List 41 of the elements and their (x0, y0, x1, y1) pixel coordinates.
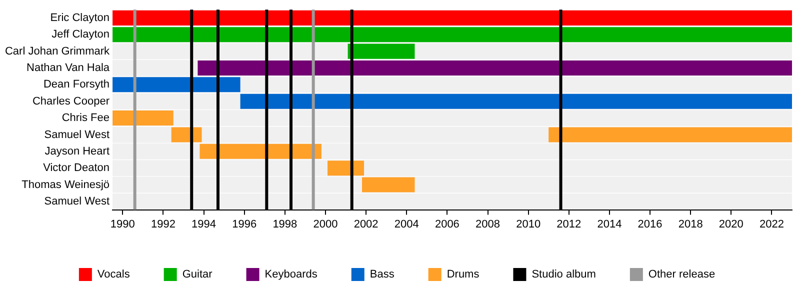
x-tick-label: 2008 (476, 218, 500, 230)
legend-label: Bass (370, 268, 395, 281)
x-tick-label: 1996 (232, 218, 257, 230)
x-tick-label: 2016 (638, 218, 662, 230)
y-tick-label: Thomas Weinesjö (22, 178, 110, 191)
y-tick-label: Samuel West (44, 128, 110, 141)
x-tick-label: 2006 (434, 218, 460, 230)
legend-label: Drums (446, 268, 480, 281)
x-tick-label: 1992 (150, 218, 176, 230)
legend-label: Vocals (97, 268, 130, 281)
y-tick-label: Samuel West (44, 195, 110, 208)
x-tick-label: 2022 (759, 218, 784, 230)
y-tick-label: Jayson Heart (44, 145, 110, 158)
x-tick-label: 2002 (354, 218, 378, 230)
legend-label: Studio album (532, 268, 596, 281)
bar (200, 144, 322, 159)
x-tick-label: 2010 (516, 218, 541, 230)
y-tick-label: Nathan Van Hala (26, 62, 110, 74)
x-tick-label: 1994 (192, 218, 216, 230)
x-tick-label: 2004 (394, 218, 419, 230)
y-tick-label: Carl Johan Grimmark (4, 45, 110, 58)
y-tick-label: Eric Clayton (50, 12, 110, 24)
y-tick-label: Chris Fee (62, 112, 110, 124)
y-tick-label: Jeff Clayton (52, 28, 110, 41)
x-tick-label: 1990 (110, 218, 135, 230)
x-tick-label: 2012 (556, 218, 582, 230)
y-tick-label: Victor Deaton (43, 162, 110, 174)
bar (328, 160, 364, 176)
legend-label: Keyboards (264, 268, 318, 281)
legend-label: Other release (648, 268, 716, 281)
legend-label: Guitar (182, 268, 213, 281)
x-tick-label: 2014 (597, 218, 622, 230)
x-tick-label: 2000 (313, 218, 338, 230)
bar (348, 44, 415, 59)
x-tick-label: 1998 (272, 218, 298, 230)
x-tick-label: 2018 (678, 218, 703, 230)
y-tick-label: Dean Forsyth (43, 78, 110, 91)
bar (362, 177, 415, 192)
x-tick-label: 2020 (718, 218, 744, 230)
bar (112, 77, 240, 92)
y-tick-label: Charles Cooper (32, 95, 110, 108)
